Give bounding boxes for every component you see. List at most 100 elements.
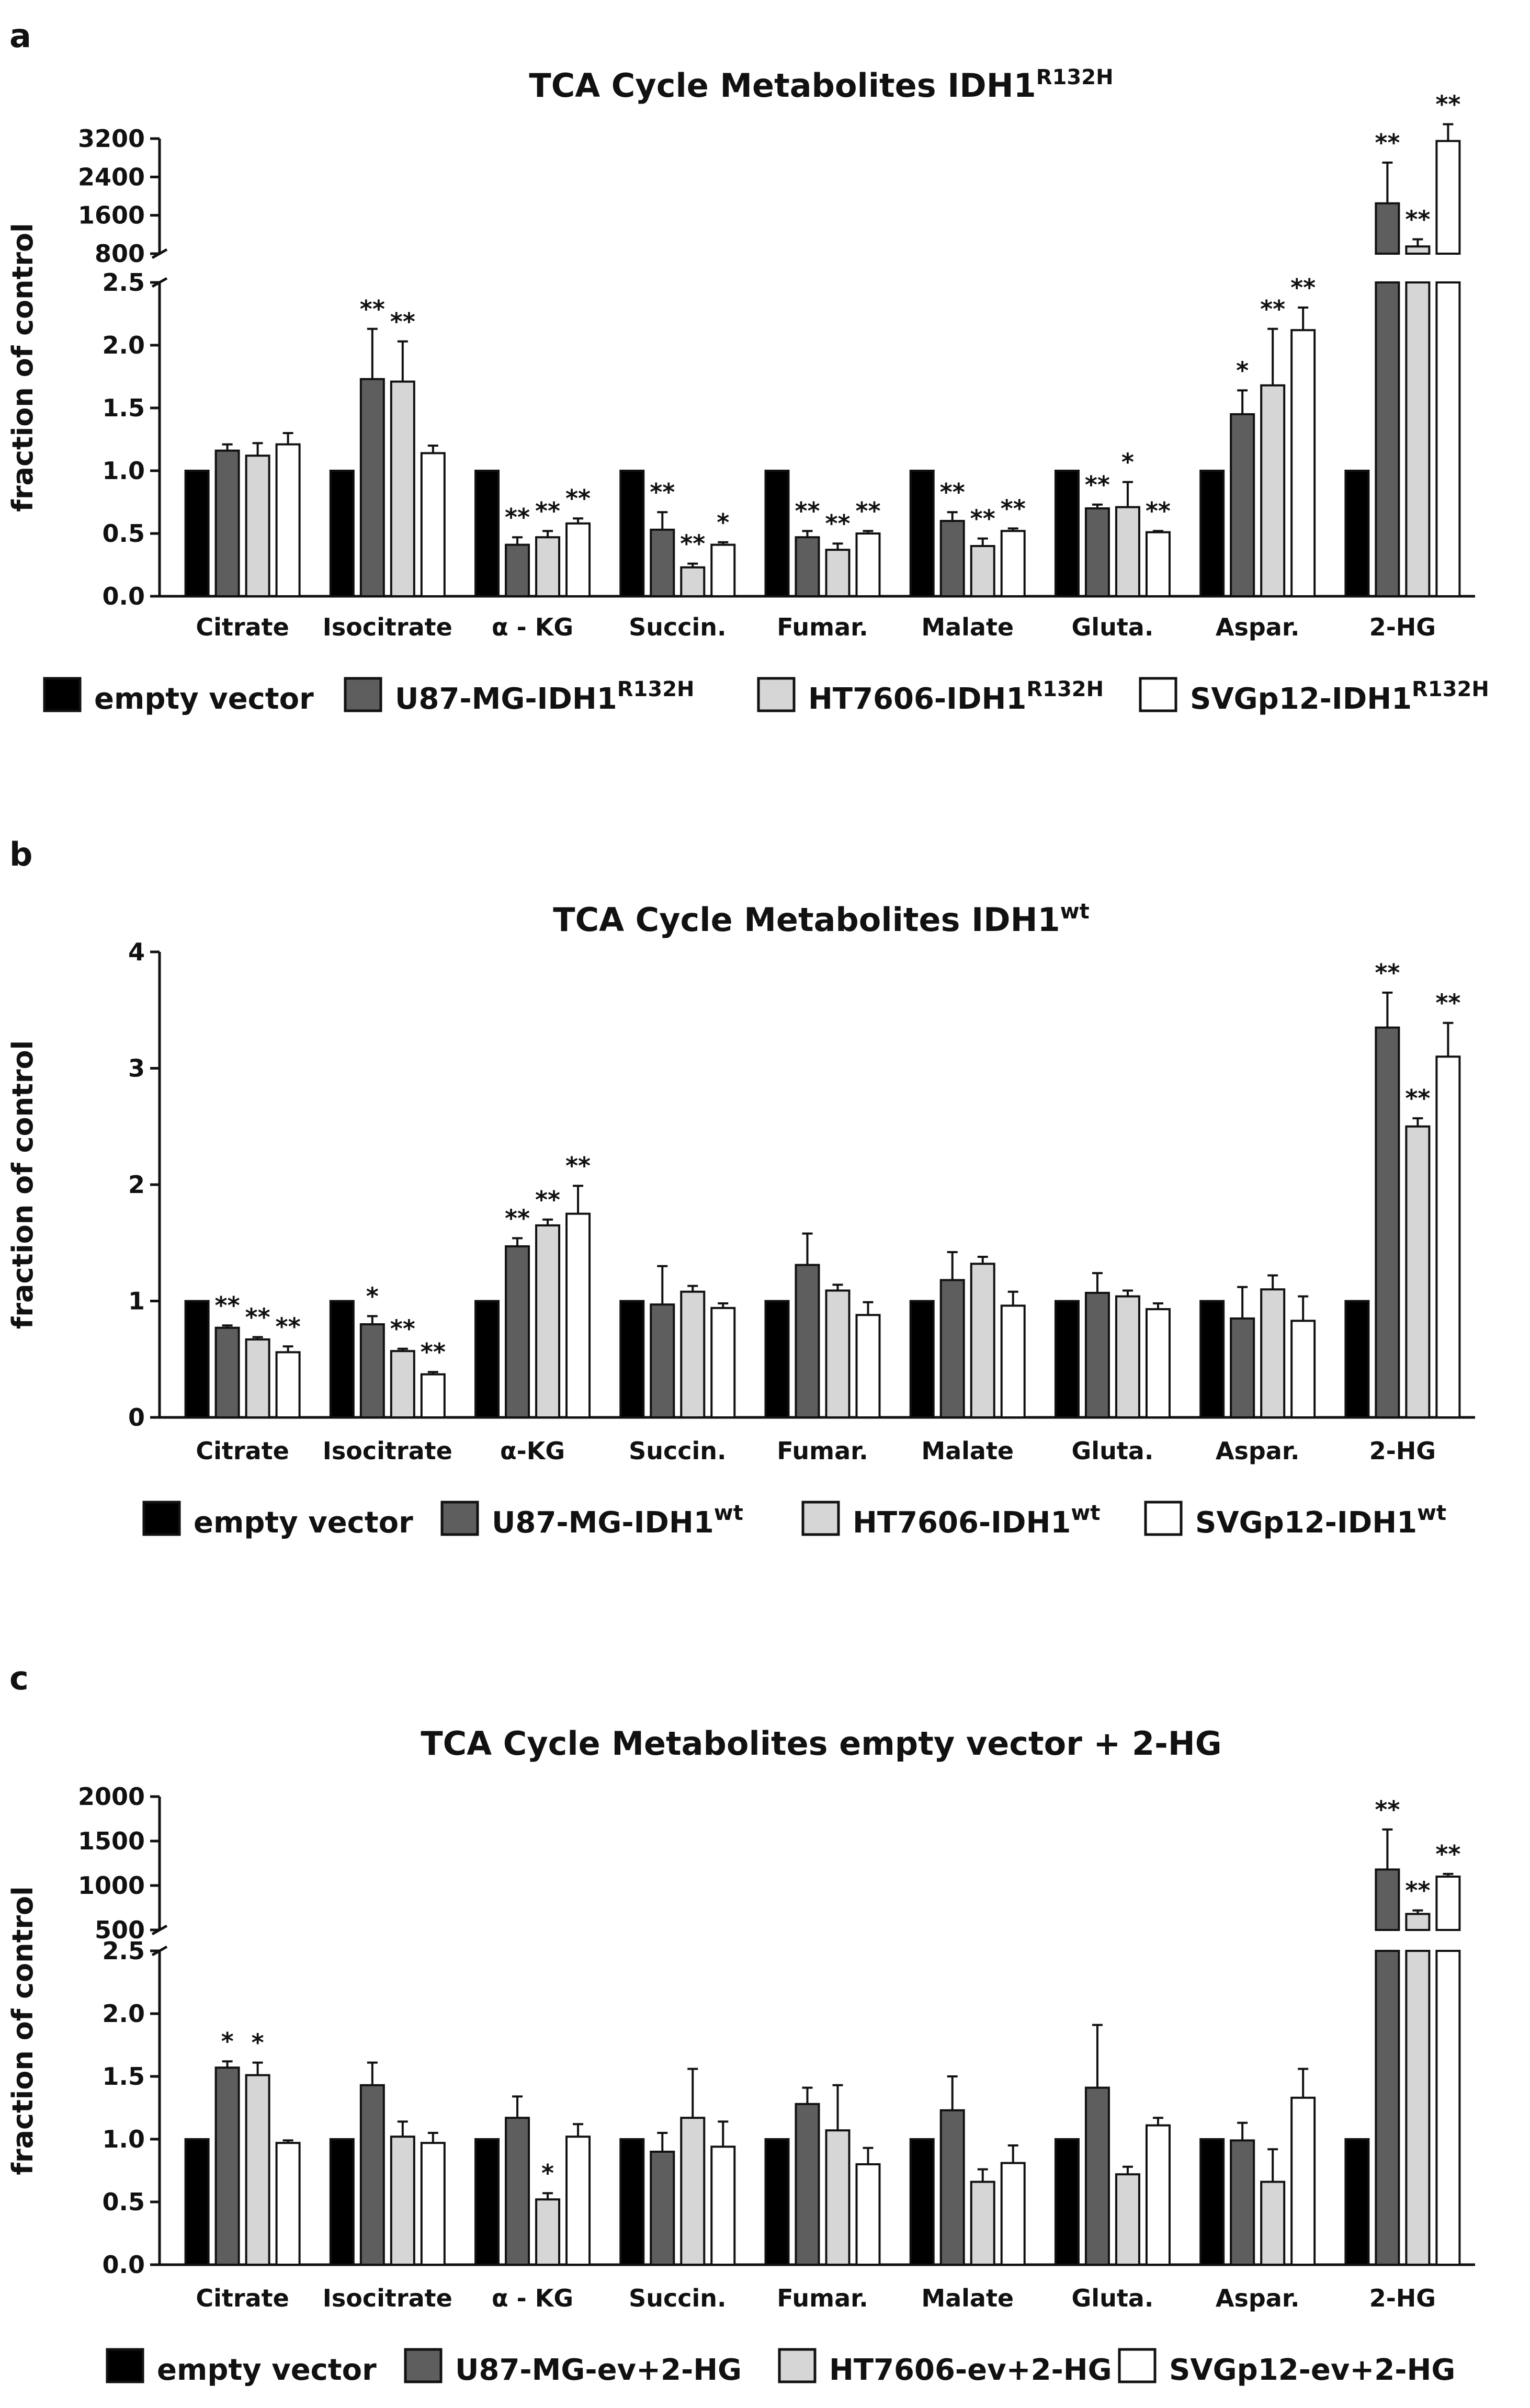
legend-label-2: HT7606-ev+2-HG xyxy=(829,2353,1112,2387)
bar-c-2-2 xyxy=(535,2198,561,2266)
x-tick-label: Aspar. xyxy=(1216,613,1300,641)
bar-b-5-3 xyxy=(1000,1304,1026,1418)
legend-label-3: SVGp12-IDH1wt xyxy=(1195,1501,1446,1540)
bar-a-5-0 xyxy=(909,470,935,597)
x-tick-label: Isocitrate xyxy=(323,1437,452,1465)
significance-marker: ** xyxy=(1405,1877,1430,1905)
bar-b-8-2 xyxy=(1405,1125,1431,1418)
significance-marker: * xyxy=(252,2029,264,2057)
bar-b-3-1 xyxy=(650,1303,675,1419)
bar-c-8-2-lower xyxy=(1405,1950,1431,2266)
significance-marker: ** xyxy=(505,503,530,531)
bar-c-8-0 xyxy=(1344,2138,1370,2266)
y-tick-label: 1.5 xyxy=(103,394,145,422)
legend-swatch-1 xyxy=(344,677,382,712)
bar-b-6-1 xyxy=(1084,1291,1110,1419)
significance-marker: ** xyxy=(505,1204,530,1232)
bar-a-8-2-lower xyxy=(1405,281,1431,597)
x-tick-label: 2-HG xyxy=(1369,613,1436,641)
y-axis-label: fraction of control xyxy=(6,1886,39,2175)
y-tick-label: 0.0 xyxy=(103,582,145,610)
bar-c-1-0 xyxy=(329,2138,355,2266)
x-tick-label: Isocitrate xyxy=(323,613,452,641)
legend-label-2: HT7606-IDH1wt xyxy=(853,1501,1100,1540)
bar-b-7-1 xyxy=(1230,1317,1255,1418)
bar-b-2-2 xyxy=(535,1224,561,1418)
y-tick-label: 0.0 xyxy=(103,2251,145,2279)
bar-b-4-1 xyxy=(795,1264,820,1418)
significance-marker: ** xyxy=(1146,497,1171,525)
x-tick-label: Citrate xyxy=(196,613,289,641)
bar-c-1-3 xyxy=(420,2142,446,2266)
bar-c-5-3 xyxy=(1000,2162,1026,2266)
y-axis-label: fraction of control xyxy=(6,1040,39,1329)
significance-marker: ** xyxy=(970,505,995,533)
legend-label-3: SVGp12-ev+2-HG xyxy=(1169,2353,1455,2387)
legend-swatch-2 xyxy=(778,2348,817,2383)
bar-a-2-2 xyxy=(535,536,561,597)
legend-swatch-3 xyxy=(1118,2348,1157,2383)
bar-c-7-0 xyxy=(1199,2138,1225,2266)
legend-swatch-3 xyxy=(1139,677,1177,712)
x-tick-label: Fumar. xyxy=(777,1437,868,1465)
bar-a-6-1 xyxy=(1084,507,1110,597)
significance-marker: * xyxy=(541,2159,554,2187)
x-tick-label: 2-HG xyxy=(1369,2284,1436,2312)
x-tick-label: Aspar. xyxy=(1216,2284,1300,2312)
bar-a-8-2-upper xyxy=(1405,245,1431,255)
bar-c-2-0 xyxy=(474,2138,500,2266)
significance-marker: ** xyxy=(1435,1840,1460,1868)
bar-a-1-1 xyxy=(359,378,385,597)
significance-marker: ** xyxy=(1435,989,1460,1017)
bar-c-8-1-upper xyxy=(1375,1868,1400,1931)
bar-a-3-2 xyxy=(680,566,706,598)
significance-marker: * xyxy=(366,1282,379,1310)
bar-c-8-3-lower xyxy=(1435,1950,1461,2266)
bar-c-6-3 xyxy=(1145,2124,1171,2266)
legend-swatch-0 xyxy=(142,1501,181,1536)
bar-a-8-1-lower xyxy=(1375,281,1400,597)
bar-b-4-2 xyxy=(825,1289,851,1419)
bar-a-4-1 xyxy=(795,536,820,597)
x-tick-label: Succin. xyxy=(629,1437,726,1465)
bar-a-1-0 xyxy=(329,470,355,597)
x-tick-label: Isocitrate xyxy=(323,2284,452,2312)
bar-a-2-3 xyxy=(565,522,591,597)
significance-marker: ** xyxy=(1290,274,1316,302)
bar-b-7-2 xyxy=(1260,1288,1286,1418)
significance-marker: * xyxy=(717,508,729,537)
bar-a-4-0 xyxy=(764,470,790,597)
bar-c-1-2 xyxy=(390,2136,415,2266)
bar-a-1-3 xyxy=(420,452,446,598)
bar-b-1-2 xyxy=(390,1350,415,1419)
significance-marker: ** xyxy=(215,1291,240,1320)
y-tick-label: 1.0 xyxy=(103,2125,145,2153)
legend-label-0: empty vector xyxy=(94,682,314,716)
bar-a-3-3 xyxy=(710,543,736,597)
bar-c-2-1 xyxy=(505,2117,530,2266)
bar-b-8-3 xyxy=(1435,1055,1461,1418)
panel-letter: c xyxy=(9,1659,29,1697)
legend-label-3: SVGp12-IDH1R132H xyxy=(1190,677,1489,716)
significance-marker: ** xyxy=(940,478,965,506)
bar-a-3-0 xyxy=(619,470,645,597)
bar-c-7-2 xyxy=(1260,2180,1286,2266)
bar-c-5-1 xyxy=(939,2109,965,2266)
significance-marker: * xyxy=(1121,448,1134,476)
bar-c-4-2 xyxy=(825,2129,851,2266)
bar-b-6-3 xyxy=(1145,1308,1171,1418)
bar-b-2-3 xyxy=(565,1212,591,1418)
bar-b-4-0 xyxy=(764,1300,790,1418)
y-tick-label: 1 xyxy=(128,1287,145,1315)
bar-c-7-3 xyxy=(1290,2096,1316,2266)
significance-marker: ** xyxy=(1435,90,1460,119)
significance-marker: ** xyxy=(535,497,560,525)
bar-a-0-2 xyxy=(245,455,270,597)
bar-a-6-3 xyxy=(1145,531,1171,597)
bar-c-0-1 xyxy=(214,2066,240,2266)
significance-marker: * xyxy=(221,2027,234,2055)
bar-b-5-2 xyxy=(970,1263,995,1419)
bar-c-3-3 xyxy=(710,2145,736,2266)
x-tick-label: Aspar. xyxy=(1216,1437,1300,1465)
bar-c-3-1 xyxy=(650,2151,675,2266)
